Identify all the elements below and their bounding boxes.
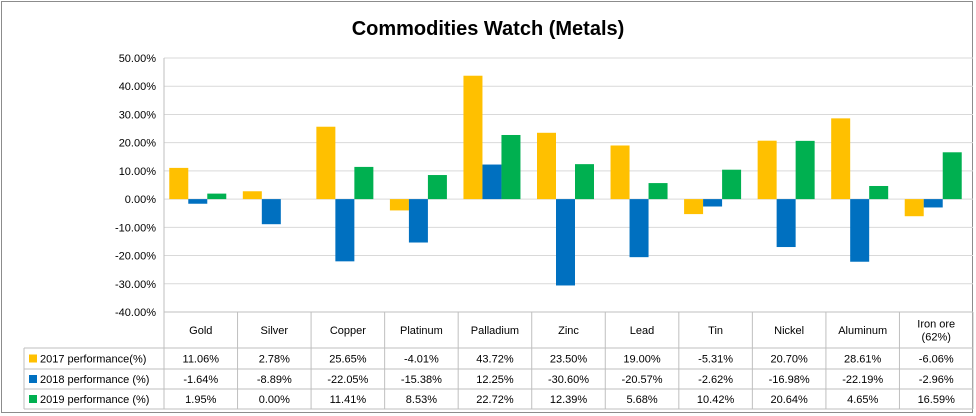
bar-1 (389, 199, 409, 211)
data-label: -2.96% (919, 374, 954, 386)
y-tick-label: 30.00% (119, 109, 157, 121)
x-tick-label: Platinum (400, 325, 443, 337)
data-label: -4.01% (404, 354, 439, 366)
bar-1 (684, 199, 704, 215)
bars (169, 75, 962, 286)
bar-1 (610, 145, 630, 200)
bar-1 (463, 75, 483, 200)
bar-2 (923, 199, 943, 208)
data-label: -22.19% (842, 374, 883, 386)
data-label: 2.78% (259, 354, 290, 366)
bar-3 (427, 175, 447, 200)
data-label: -15.38% (401, 374, 442, 386)
data-label: 43.72% (476, 354, 514, 366)
y-tick-label: 40.00% (119, 81, 157, 93)
legend-label: 2019 performance (%) (40, 394, 149, 406)
x-tick-label: Tin (708, 325, 723, 337)
y-tick-label: 10.00% (119, 166, 157, 178)
x-tick-label: Zinc (558, 325, 579, 337)
bar-1 (757, 140, 777, 200)
data-label: 12.25% (476, 374, 514, 386)
y-tick-label: -40.00% (115, 307, 156, 319)
legend-label: 2018 performance (%) (40, 374, 149, 386)
data-label: 19.00% (623, 354, 661, 366)
bar-2 (482, 164, 502, 200)
x-tick-label: Gold (189, 325, 212, 337)
bar-2 (188, 199, 208, 204)
x-tick-label: Palladium (471, 325, 519, 337)
data-label: 8.53% (406, 394, 437, 406)
data-label: -16.98% (769, 374, 810, 386)
data-label: 0.00% (259, 394, 290, 406)
data-label: 10.42% (697, 394, 735, 406)
data-label: 4.65% (847, 394, 878, 406)
data-label: 1.95% (185, 394, 216, 406)
legend-key (29, 354, 37, 363)
data-label: -1.64% (183, 374, 218, 386)
bar-3 (575, 164, 594, 200)
data-label: 11.06% (183, 354, 220, 366)
chart-title: Commodities Watch (Metals) (352, 18, 625, 40)
bar-3 (722, 169, 742, 200)
bar-3 (501, 134, 521, 200)
y-tick-label: 20.00% (119, 138, 157, 150)
data-label: 5.68% (626, 394, 657, 406)
x-tick-label: Nickel (774, 325, 804, 337)
bar-2 (629, 199, 649, 258)
bar-3 (942, 152, 962, 200)
bar-2 (408, 199, 428, 243)
legend-label: 2017 performance(%) (40, 354, 146, 366)
data-label: -30.60% (548, 374, 589, 386)
y-tick-label: -30.00% (115, 279, 156, 291)
bar-1 (242, 191, 262, 200)
bar-2 (776, 199, 796, 248)
bar-1 (169, 167, 189, 200)
bar-3 (354, 166, 374, 200)
data-label: 28.61% (844, 354, 882, 366)
bar-3 (207, 193, 227, 200)
data-label: -6.06% (919, 354, 954, 366)
bar-1 (831, 118, 851, 200)
x-tick-label: Lead (630, 325, 654, 337)
bar-1 (537, 132, 556, 200)
x-tick-label: Aluminum (838, 325, 887, 337)
x-tick-label: Iron ore (62%) (917, 319, 955, 344)
data-label: -20.57% (622, 374, 663, 386)
bar-3 (795, 140, 815, 200)
x-tick-label: Copper (330, 325, 366, 337)
data-label: -22.05% (327, 374, 368, 386)
data-label: 22.72% (476, 394, 514, 406)
legend-key (29, 395, 37, 403)
bar-2 (261, 199, 281, 225)
data-label: 23.50% (550, 354, 588, 366)
bar-2 (703, 199, 723, 207)
data-table: Gold Silver Copper Platinum Palladium Zinc Lea… (23, 311, 974, 410)
y-axis: 50.00% 40.00% 30.00% 20.00% 10.00% 0.00% -10.0… (115, 53, 165, 319)
bar-3 (648, 183, 668, 200)
data-label: 20.64% (770, 394, 808, 406)
y-tick-label: -20.00% (115, 251, 156, 263)
bar-3 (869, 185, 889, 200)
data-label: 11.41% (330, 394, 367, 406)
data-label: 12.39% (550, 394, 588, 406)
data-label: -2.62% (698, 374, 733, 386)
bar-2 (556, 199, 575, 286)
x-tick-label: Silver (261, 325, 289, 337)
legend-key (29, 375, 37, 383)
data-label: -5.31% (698, 354, 733, 366)
data-label: 25.65% (329, 354, 367, 366)
y-tick-label: -10.00% (115, 222, 156, 234)
bar-2 (850, 199, 870, 262)
bar-1 (904, 199, 924, 217)
data-label: -8.89% (257, 374, 292, 386)
data-label: 16.59% (918, 394, 956, 406)
y-tick-label: 50.00% (119, 53, 157, 65)
data-label: 20.70% (770, 354, 808, 366)
y-tick-label: 0.00% (125, 194, 156, 206)
bar-2 (335, 199, 355, 262)
bar-1 (316, 126, 336, 200)
